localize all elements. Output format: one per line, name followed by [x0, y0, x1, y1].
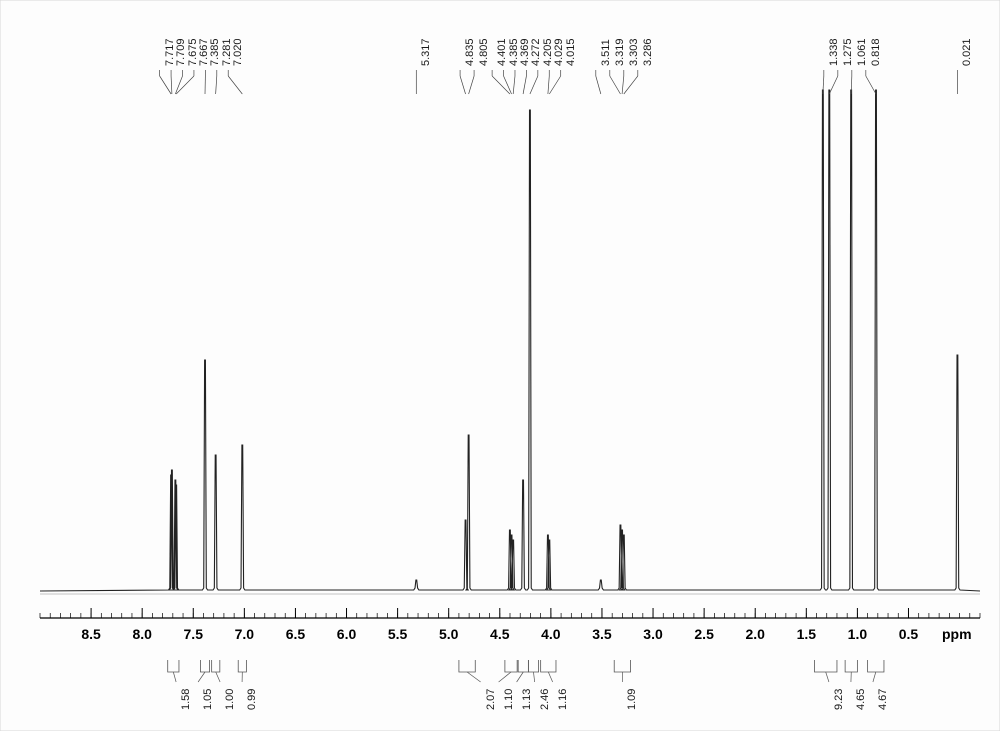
x-axis-unit: ppm [942, 626, 972, 642]
peak-label: 1.338 [828, 38, 840, 66]
xtick-label: 8.0 [132, 626, 151, 642]
peak-label: 4.401 [496, 38, 508, 66]
integral-label: 1.05 [202, 689, 214, 710]
xtick-label: 7.5 [184, 626, 203, 642]
peak-label: 4.385 [508, 38, 520, 66]
integral-label: 2.46 [539, 689, 551, 710]
integral-label: 0.99 [246, 689, 258, 710]
xtick-label: 2.0 [745, 626, 764, 642]
peak-label: 4.015 [565, 38, 577, 66]
peak-label: 7.281 [221, 38, 233, 66]
integral-label: 4.67 [877, 689, 889, 710]
peak-label: 3.286 [642, 38, 654, 66]
xtick-label: 6.5 [286, 626, 305, 642]
integral-label: 1.09 [626, 689, 638, 710]
xtick-label: 1.0 [848, 626, 867, 642]
xtick-label: 1.5 [797, 626, 816, 642]
xtick-label: 7.0 [235, 626, 254, 642]
integral-label: 1.00 [224, 689, 236, 710]
peak-label: 4.805 [478, 38, 490, 66]
peak-label: 5.317 [420, 38, 432, 66]
peak-label: 7.020 [232, 38, 244, 66]
peak-label: 7.709 [175, 38, 187, 66]
xtick-label: 5.5 [388, 626, 407, 642]
xtick-label: 2.5 [694, 626, 713, 642]
peak-label: 7.385 [209, 38, 221, 66]
peak-label: 0.818 [870, 38, 882, 66]
integral-label: 4.65 [855, 689, 867, 710]
integral-label: 1.10 [503, 689, 515, 710]
integral-label: 1.16 [557, 689, 569, 710]
xtick-label: 4.0 [541, 626, 560, 642]
xtick-label: 3.5 [592, 626, 611, 642]
integral-label: 9.23 [833, 689, 845, 710]
xtick-label: 5.0 [439, 626, 458, 642]
integral-label: 1.13 [521, 689, 533, 710]
peak-label: 3.511 [600, 39, 612, 66]
xtick-label: 0.5 [899, 626, 918, 642]
peak-label: 3.303 [628, 38, 640, 66]
peak-label: 4.029 [553, 38, 565, 66]
peak-label: 4.272 [530, 38, 542, 66]
integral-label: 2.07 [485, 689, 497, 710]
integral-label: 1.58 [180, 689, 192, 710]
xtick-label: 6.0 [337, 626, 356, 642]
xtick-label: 3.0 [643, 626, 662, 642]
nmr-spectrum [0, 0, 1000, 731]
peak-label: 7.675 [187, 38, 199, 66]
peak-label: 3.319 [614, 38, 626, 66]
peak-label: 1.061 [856, 38, 868, 66]
peak-label: 0.021 [961, 38, 973, 66]
peak-label: 7.717 [164, 38, 176, 66]
xtick-label: 4.5 [490, 626, 509, 642]
peak-label: 1.275 [842, 38, 854, 66]
peak-label: 4.835 [464, 38, 476, 66]
xtick-label: 8.5 [81, 626, 100, 642]
